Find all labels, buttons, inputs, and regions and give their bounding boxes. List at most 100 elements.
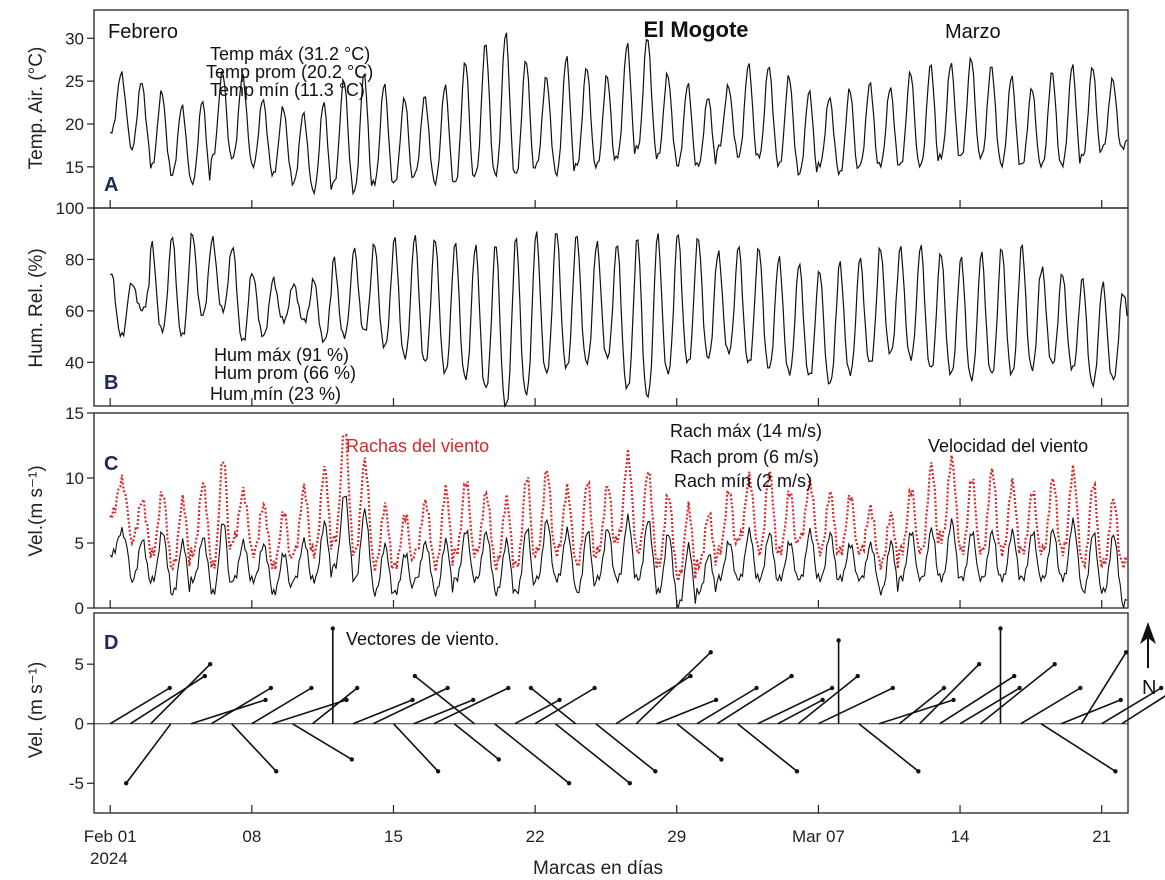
panel-d-letter: D [104,632,118,654]
wind-vector-tip-11 [330,626,335,631]
panel-c-wind-speed-line [109,495,1128,609]
wind-vector-tip-40 [976,662,982,667]
panel-a: 15 20 25 30 Temp. Air. (°C) A Temp máx (31.… [26,9,1129,209]
wind-vector-tip-22 [627,781,632,786]
wind-vector-tip-9 [349,757,354,762]
panel-c-ann-min: Rach mín (2 m/s) [674,471,812,491]
panel-0-ytick-label-2: 25 [65,72,84,91]
wind-vector-tip-10 [355,685,360,691]
wind-vector-tip-46 [1113,769,1118,774]
panel-c-ann-max: Rach máx (14 m/s) [670,421,822,441]
panel-b-ann-max: Hum máx (91 %) [214,345,349,365]
wind-vector-tip-28 [719,757,724,762]
panel-c-ann-mean: Rach prom (6 m/s) [670,447,819,467]
wind-vector-7 [251,687,312,725]
panel-1-ytick-label-2: 80 [65,250,84,269]
wind-vector-tip-38 [951,697,956,703]
wind-vector-9 [291,723,353,761]
x-tick-label-2: 15 [384,827,403,846]
wind-vector-31 [737,723,798,772]
wind-vector-6 [231,723,277,772]
wind-vector-tip-7 [309,685,314,691]
wind-vector-tip-41 [1012,673,1017,679]
panel-b-ylabel: Hum. Rel. (%) [26,248,47,367]
panel-a-temp-line [109,32,1128,196]
wind-vector-tip-42 [1017,685,1022,691]
wind-vector-tip-21 [592,685,597,691]
wind-vector-5 [210,687,272,725]
panel-3-ytick-label-2: 5 [75,655,84,674]
wind-vector-tip-49 [1159,685,1164,691]
wind-vector-tip-35 [890,685,895,691]
wind-vector-18 [414,675,475,725]
wind-vector-tip-30 [789,673,794,679]
wind-vector-30 [716,675,793,725]
wind-vector-tip-18 [412,673,418,679]
panel-d-frame [93,612,1129,814]
wind-vector-tip-44 [998,626,1003,631]
x-tick-label-6: 14 [951,827,970,846]
wind-vector-8 [271,699,347,725]
panel-b-xticks [109,398,1103,406]
x-tick-label-0: Feb 01 [84,827,137,846]
wind-vector-tip-6 [274,769,279,774]
panel-a-yticks: 15 20 25 30 [65,29,94,177]
wind-vector-tip-15 [471,697,476,703]
wind-vector-40 [919,663,980,725]
panel-3-ytick-label-1: 0 [75,715,84,734]
panel-a-ann-mean: Temp prom (20.2 °C) [206,62,373,82]
wind-vector-46 [1040,723,1116,772]
wind-vector-12 [352,699,413,725]
wind-vector-tip-36 [836,638,841,643]
panel-b-ann-mean: Hum prom (66 %) [214,363,356,383]
panel-2-ytick-label-1: 5 [75,534,84,553]
wind-vector-21 [534,687,596,725]
panel-3-ytick-label-0: -5 [69,774,84,793]
wind-vector-tip-27 [713,697,719,703]
wind-vector-4 [190,699,266,725]
wind-vector-47 [1060,699,1121,725]
wind-vector-27 [656,699,717,725]
wind-vector-tip-4 [263,697,268,703]
panel-d: -505 Vel. (m s⁻¹) D Vectores de viento. … [26,612,1165,814]
panel-d-vectors-label: Vectores de viento. [346,629,499,649]
x-tick-label-7: 21 [1092,827,1111,846]
panel-c-xticks [109,600,1103,608]
wind-vector-tip-14 [435,769,441,774]
wind-vector-24 [595,723,656,772]
panel-2-ytick-label-3: 15 [65,404,84,423]
wind-vector-tip-48 [1123,650,1129,655]
panel-a-xticks [109,200,1103,208]
wind-vector-tip-43 [1052,662,1057,667]
panel-1-ytick-label-3: 100 [56,199,84,218]
x-tick-label-3: 22 [526,827,545,846]
wind-vector-tip-5 [268,685,274,691]
panel-b-yticks: 40 60 80 100 [56,199,94,372]
panel-c-gust-line [109,433,1129,585]
panel-d-wind-vectors [109,626,1165,786]
wind-vector-tip-0 [167,685,172,691]
panel-0-ytick-label-3: 30 [65,29,84,48]
month-label-mar: Marzo [945,21,1001,43]
panel-a-ann-max: Temp máx (31.2 °C) [210,44,370,64]
wind-vector-tip-17 [496,757,501,762]
wind-vector-14 [392,723,439,772]
wind-vector-tip-45 [1078,685,1083,691]
wind-vector-tip-31 [794,769,800,774]
wind-vector-33 [777,699,823,725]
wind-vector-35 [818,687,894,725]
panel-c: 0 5 10 15 Vel.(m s⁻¹) C Rachas del viento V… [26,404,1129,618]
x-axis-label: Marcas en días [533,858,663,879]
panel-a-letter: A [104,174,118,196]
wind-vector-23 [530,687,577,725]
x-tick-label-1: 08 [242,827,261,846]
panel-c-yticks: 0 5 10 15 [65,404,94,618]
wind-vector-32 [757,687,833,725]
wind-vector-39 [898,687,945,725]
wind-vector-41 [939,675,1015,725]
panel-c-ylabel: Vel.(m s⁻¹) [26,465,47,556]
wind-vector-tip-13 [445,685,450,691]
month-label-feb: Febrero [108,21,178,43]
chart-title: El Mogote [643,17,748,42]
